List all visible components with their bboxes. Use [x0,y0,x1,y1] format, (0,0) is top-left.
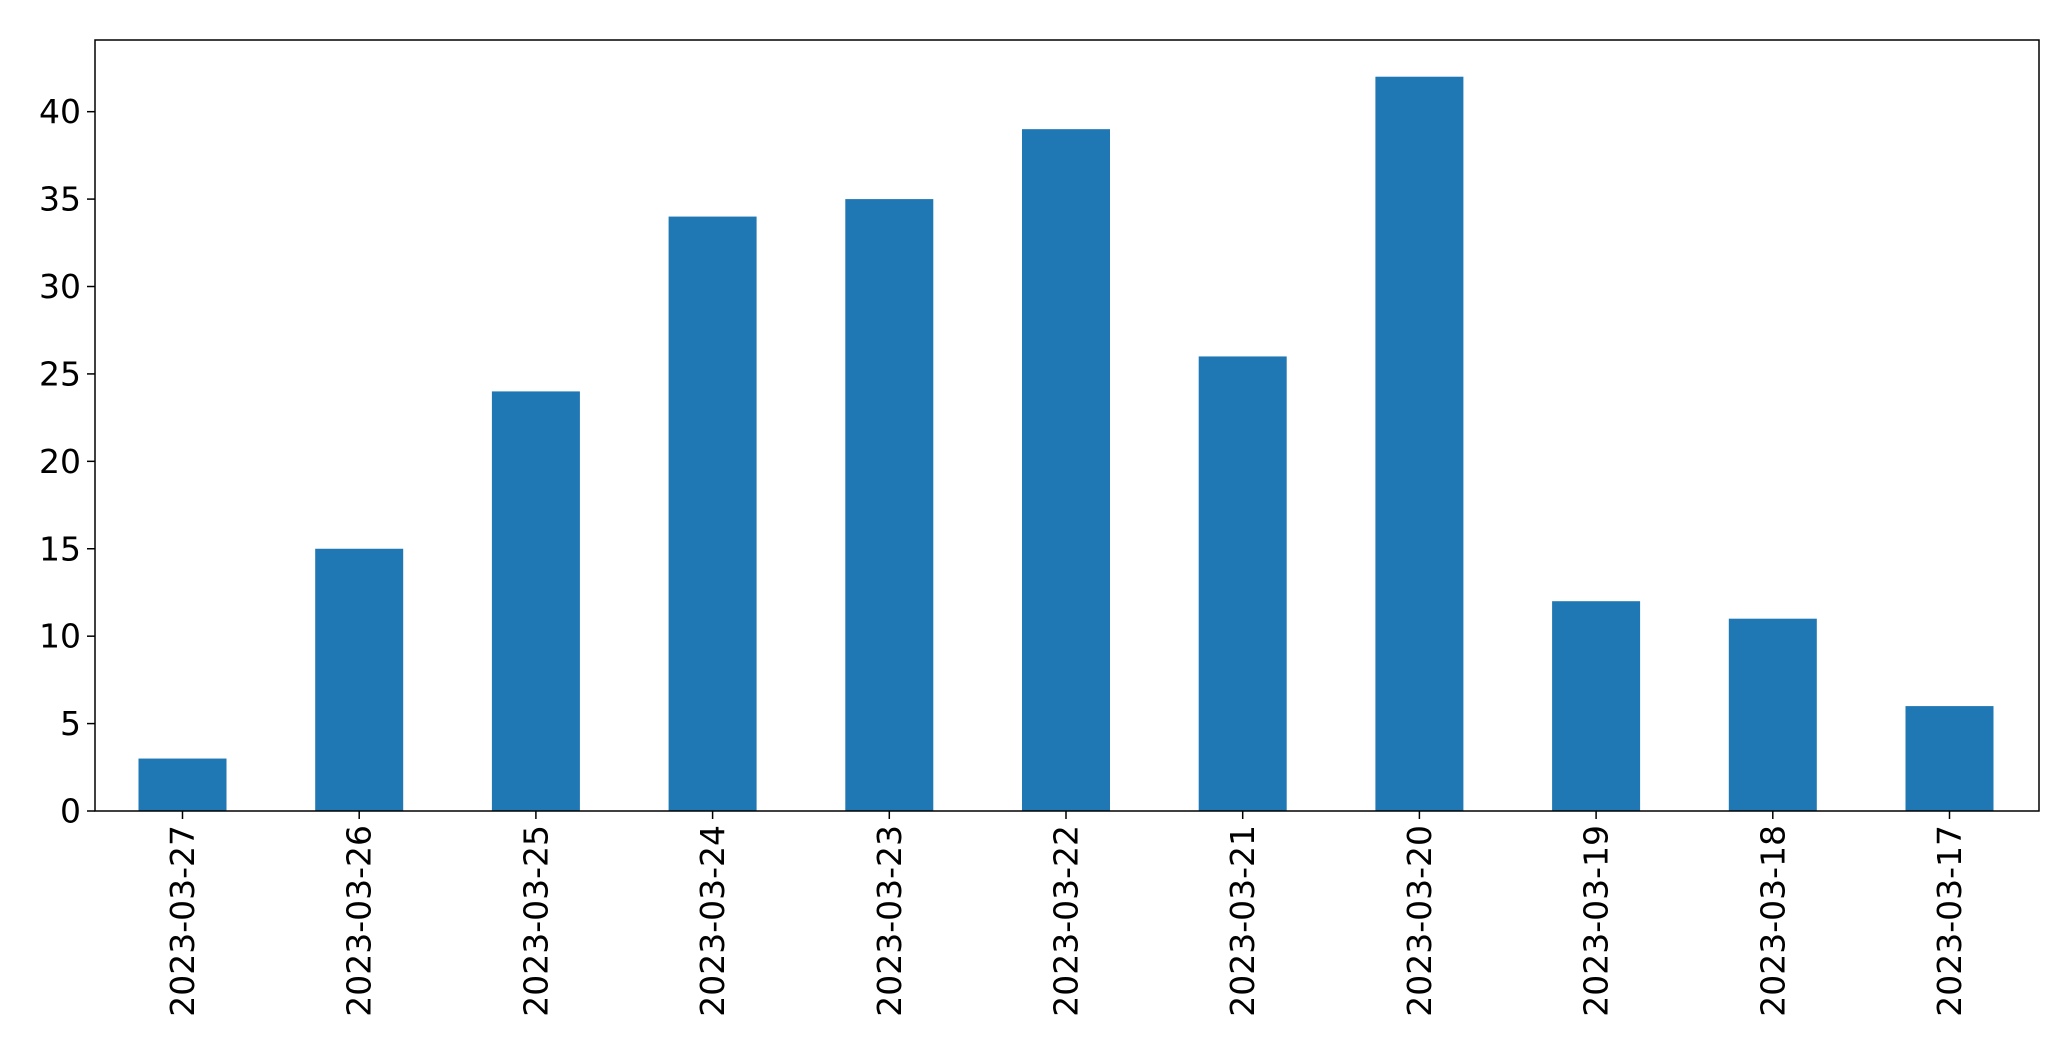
y-tick-label: 5 [60,704,81,743]
x-tick-label: 2023-03-17 [1930,825,1969,1017]
x-tick-label: 2023-03-18 [1753,825,1792,1017]
bar-2023-03-23 [845,199,934,812]
bar-2023-03-26 [315,548,404,811]
x-tick-label: 2023-03-26 [340,825,379,1017]
y-tick-label: 10 [39,617,81,656]
bar-2023-03-17 [1905,706,1994,811]
bar-2023-03-19 [1552,601,1641,811]
y-tick-label: 35 [39,180,81,219]
x-tick-label: 2023-03-27 [163,825,202,1017]
x-tick-label: 2023-03-24 [693,825,732,1017]
bars-group [138,76,1994,812]
bar-2023-03-18 [1728,618,1817,811]
x-tick-label: 2023-03-25 [516,825,555,1017]
bar-2023-03-24 [668,216,757,811]
y-tick-label: 25 [39,354,81,393]
y-tick-label: 30 [39,267,81,306]
x-tick-label: 2023-03-22 [1047,825,1086,1017]
x-tick-label: 2023-03-23 [870,825,909,1017]
y-tick-label: 20 [39,442,81,481]
bar-2023-03-21 [1198,356,1287,811]
plot-frame [94,39,2040,812]
y-axis: 0 5 10 15 20 25 30 35 40 [39,92,95,831]
y-tick-label: 40 [39,92,81,131]
y-tick-label: 0 [60,792,81,831]
x-tick-label: 2023-03-19 [1577,825,1616,1017]
bar-2023-03-27 [138,758,227,811]
bar-2023-03-25 [491,391,580,811]
x-tick-label: 2023-03-21 [1223,825,1262,1017]
bar-2023-03-22 [1022,129,1110,811]
y-tick-label: 15 [39,529,81,568]
bar-2023-03-20 [1375,76,1464,811]
x-axis: 2023-03-27 2023-03-26 2023-03-25 2023-03-24… [163,811,1969,1017]
x-tick-label: 2023-03-20 [1400,825,1439,1017]
